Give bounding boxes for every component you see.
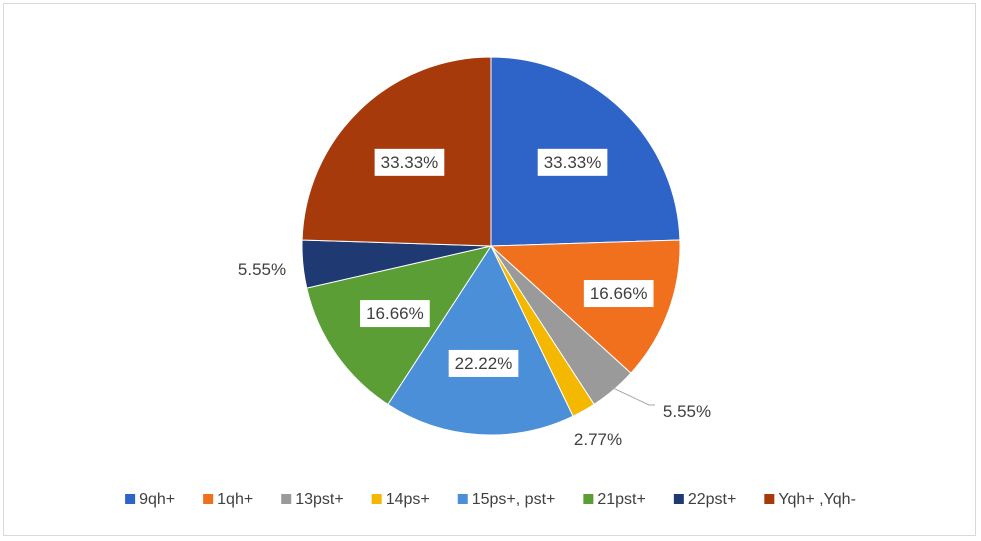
legend-label: 1qh+ [217,491,253,508]
pie-slice-15ps-pst [387,244,574,436]
data-labels: 33.33% 16.66% 5.55% 2.77% 22.22% 16.66% 5.55% 3… [238,148,711,449]
data-label-box [583,280,654,308]
leader-line [610,386,655,406]
legend-item-15ps-pst: 15ps+, pst+ [457,491,556,508]
legend: 9qh+ 1qh+ 13pst+ 14ps+ 15ps+, pst+ 21pst+ 22ps… [125,491,856,508]
data-label-14ps: 2.77% [574,430,622,449]
pie-slices [301,56,681,436]
legend-item-yqh-yqh: Yqh+ ,Yqh- [764,491,856,508]
legend-swatch [764,494,775,504]
pie-chart: 33.33% 16.66% 5.55% 2.77% 22.22% 16.66% 5.55% 3… [125,56,856,508]
legend-item-22pst: 22pst+ [673,491,736,508]
legend-item-1qh: 1qh+ [203,491,253,508]
legend-swatch [457,494,468,504]
data-label-box [360,300,430,328]
legend-swatch [203,494,214,504]
data-label-22pst: 5.55% [238,260,286,279]
leader-lines [610,386,655,406]
legend-swatch [371,494,382,504]
data-label-21pst: 16.66% [366,304,424,323]
data-label-13pst: 5.55% [663,402,711,421]
data-label-box [537,148,608,176]
legend-label: 21pst+ [597,491,645,508]
legend-item-13pst: 13pst+ [281,491,344,508]
data-label-9qh: 33.33% [544,153,602,172]
chart-frame: 33.33% 16.66% 5.55% 2.77% 22.22% 16.66% 5.55% 3… [3,3,976,536]
legend-swatch [281,494,292,504]
legend-label: 13pst+ [295,491,343,508]
legend-swatch [125,494,136,504]
data-label-box [374,148,445,176]
legend-swatch [673,494,684,504]
legend-item-9qh: 9qh+ [125,491,175,508]
data-label-yqh-yqh: 33.33% [381,153,439,172]
data-label-1qh: 16.66% [590,284,648,303]
legend-label: 22pst+ [688,491,736,508]
data-label-box [448,349,519,377]
data-label-15ps-pst: 22.22% [455,354,513,373]
legend-label: 14ps+ [386,491,430,508]
legend-item-21pst: 21pst+ [583,491,646,508]
legend-swatch [583,494,594,504]
legend-label: 9qh+ [139,491,175,508]
legend-label: Yqh+ ,Yqh- [778,491,856,508]
legend-label: 15ps+, pst+ [472,491,556,508]
legend-item-14ps: 14ps+ [371,491,430,508]
